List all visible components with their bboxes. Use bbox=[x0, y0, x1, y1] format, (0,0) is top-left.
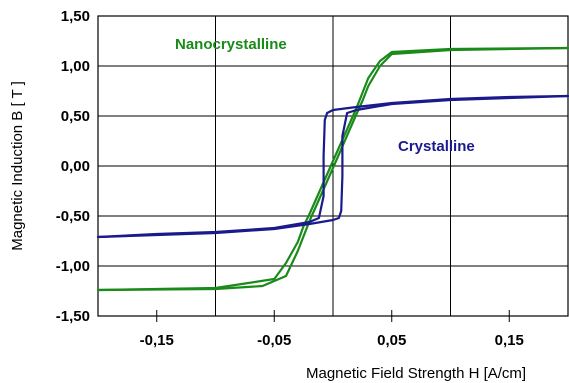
series-line-nanocrystalline-branch-0 bbox=[96, 46, 569, 292]
y-tick-label: -1,50 bbox=[56, 308, 90, 325]
y-tick-label: 1,50 bbox=[61, 8, 90, 25]
y-tick-label: -0,50 bbox=[56, 208, 90, 225]
x-tick-label: 0,05 bbox=[377, 332, 406, 349]
series-line-nanocrystalline-branch-1 bbox=[96, 46, 569, 292]
x-tick-label: -0,15 bbox=[140, 332, 174, 349]
tick-layer: 1,50 1,00 0,50 0,00 -0,50 -1,00 -1,50 -0,15 -0,0… bbox=[56, 8, 524, 349]
series-label-crystalline: Crystalline bbox=[398, 138, 475, 155]
x-axis-title: Magnetic Field Strength H [A/cm] bbox=[306, 365, 526, 382]
y-tick-label: 1,00 bbox=[61, 58, 90, 75]
x-tick-label: -0,05 bbox=[257, 332, 291, 349]
grid-layer bbox=[98, 15, 568, 322]
x-tick-label: 0,15 bbox=[495, 332, 524, 349]
y-tick-label: 0,50 bbox=[61, 108, 90, 125]
y-tick-label: -1,00 bbox=[56, 258, 90, 275]
series-layer bbox=[96, 46, 569, 292]
y-axis-title: Magnetic Induction B [ T ] bbox=[9, 81, 26, 251]
y-tick-label: 0,00 bbox=[61, 158, 90, 175]
series-line-crystalline-branch-1 bbox=[96, 94, 569, 239]
series-label-nanocrystalline: Nanocrystalline bbox=[175, 36, 287, 53]
